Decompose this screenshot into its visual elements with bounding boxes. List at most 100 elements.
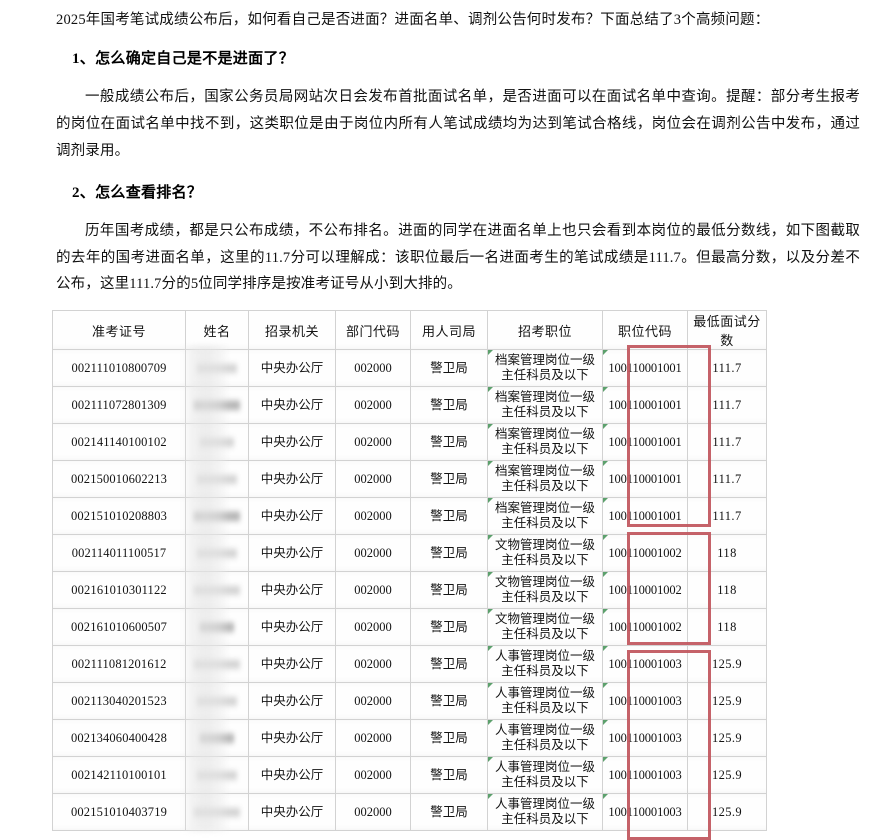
cell-exam-id: 002111010800709 bbox=[52, 350, 186, 388]
cell-exam-id: 002141140100102 bbox=[52, 424, 186, 462]
cell-error-triangle-icon bbox=[488, 794, 493, 800]
cell-dept-code: 002000 bbox=[336, 757, 411, 795]
cell-error-triangle-icon bbox=[488, 609, 493, 615]
cell-position: 档案管理岗位一级主任科员及以下 bbox=[488, 461, 603, 499]
cell-bureau: 警卫局 bbox=[411, 535, 488, 573]
cell-error-triangle-icon bbox=[488, 350, 493, 356]
cell-position-code: 100110001001 bbox=[603, 498, 688, 536]
cell-name-redacted bbox=[186, 535, 249, 573]
cell-min-score: 118 bbox=[688, 535, 767, 573]
cell-name-redacted bbox=[186, 646, 249, 684]
cell-error-triangle-icon bbox=[488, 757, 493, 763]
cell-name-redacted bbox=[186, 498, 249, 536]
table-row: 002114011100517 中央办公厅 002000 警卫局 文物管理岗位一级主任科… bbox=[52, 535, 767, 573]
cell-exam-id: 002151010208803 bbox=[52, 498, 186, 536]
cell-bureau: 警卫局 bbox=[411, 683, 488, 721]
cell-min-score: 111.7 bbox=[688, 461, 767, 499]
redaction-block bbox=[197, 767, 237, 783]
cell-min-score: 125.9 bbox=[688, 646, 767, 684]
cell-error-triangle-icon bbox=[603, 424, 608, 430]
cell-min-score: 111.7 bbox=[688, 498, 767, 536]
cell-error-triangle-icon bbox=[603, 461, 608, 467]
cell-min-score: 111.7 bbox=[688, 424, 767, 462]
cell-min-score: 111.7 bbox=[688, 350, 767, 388]
cell-dept-code: 002000 bbox=[336, 646, 411, 684]
table-row: 002151010208803 中央办公厅 002000 警卫局 档案管理岗位一级主任科… bbox=[52, 498, 767, 536]
article-body: 2025年国考笔试成绩公布后，如何看自己是否进面？进面名单、调剂公告何时发布？下… bbox=[0, 0, 886, 298]
cell-dept-code: 002000 bbox=[336, 461, 411, 499]
cell-error-triangle-icon bbox=[603, 498, 608, 504]
table-row: 002161010301122 中央办公厅 002000 警卫局 文物管理岗位一级主任科… bbox=[52, 572, 767, 610]
cell-org: 中央办公厅 bbox=[249, 646, 336, 684]
cell-name-redacted bbox=[186, 757, 249, 795]
cell-org: 中央办公厅 bbox=[249, 757, 336, 795]
cell-position-code: 100110001003 bbox=[603, 720, 688, 758]
cell-exam-id: 002134060400428 bbox=[52, 720, 186, 758]
cell-org: 中央办公厅 bbox=[249, 424, 336, 462]
cell-name-redacted bbox=[186, 387, 249, 425]
column-header-exam-id: 准考证号 bbox=[52, 310, 186, 351]
redaction-block bbox=[197, 360, 237, 376]
cell-bureau: 警卫局 bbox=[411, 498, 488, 536]
column-header-min-score: 最低面试分数 bbox=[688, 310, 767, 351]
redaction-block bbox=[194, 656, 240, 672]
cell-position: 档案管理岗位一级主任科员及以下 bbox=[488, 387, 603, 425]
heading-question-1: 1、怎么确定自己是不是进面了？ bbox=[72, 51, 295, 68]
interview-list-table: 准考证号 姓名 招录机关 部门代码 用人司局 招考职位 职位代码 最低面试分数 … bbox=[52, 310, 767, 832]
cell-dept-code: 002000 bbox=[336, 720, 411, 758]
cell-error-triangle-icon bbox=[488, 720, 493, 726]
cell-error-triangle-icon bbox=[603, 683, 608, 689]
cell-exam-id: 002111072801309 bbox=[52, 387, 186, 425]
cell-position-code: 100110001003 bbox=[603, 757, 688, 795]
cell-position-code: 100110001002 bbox=[603, 572, 688, 610]
cell-org: 中央办公厅 bbox=[249, 683, 336, 721]
table-row: 002134060400428 中央办公厅 002000 警卫局 人事管理岗位一级主任科… bbox=[52, 720, 767, 758]
redaction-block bbox=[197, 471, 237, 487]
cell-exam-id: 002150010602213 bbox=[52, 461, 186, 499]
redaction-block bbox=[194, 508, 240, 524]
table-row: 002113040201523 中央办公厅 002000 警卫局 人事管理岗位一级主任科… bbox=[52, 683, 767, 721]
column-header-org: 招录机关 bbox=[249, 310, 336, 351]
cell-dept-code: 002000 bbox=[336, 572, 411, 610]
cell-position-code: 100110001001 bbox=[603, 387, 688, 425]
redaction-block bbox=[200, 434, 234, 450]
cell-position-code: 100110001001 bbox=[603, 424, 688, 462]
cell-name-redacted bbox=[186, 683, 249, 721]
cell-bureau: 警卫局 bbox=[411, 387, 488, 425]
cell-org: 中央办公厅 bbox=[249, 572, 336, 610]
cell-position-code: 100110001001 bbox=[603, 461, 688, 499]
cell-org: 中央办公厅 bbox=[249, 461, 336, 499]
heading-question-2: 2、怎么查看排名？ bbox=[72, 184, 203, 201]
redaction-block bbox=[194, 804, 240, 820]
table-row: 002142110100101 中央办公厅 002000 警卫局 人事管理岗位一级主任科… bbox=[52, 757, 767, 795]
cell-min-score: 125.9 bbox=[688, 757, 767, 795]
cell-bureau: 警卫局 bbox=[411, 720, 488, 758]
cell-exam-id: 002114011100517 bbox=[52, 535, 186, 573]
column-header-bureau: 用人司局 bbox=[411, 310, 488, 351]
cell-exam-id: 002161010301122 bbox=[52, 572, 186, 610]
cell-bureau: 警卫局 bbox=[411, 757, 488, 795]
redaction-block bbox=[194, 397, 240, 413]
cell-error-triangle-icon bbox=[603, 387, 608, 393]
redaction-block bbox=[200, 619, 234, 635]
cell-exam-id: 002111081201612 bbox=[52, 646, 186, 684]
table-header-row: 准考证号 姓名 招录机关 部门代码 用人司局 招考职位 职位代码 最低面试分数 bbox=[52, 310, 767, 351]
redaction-block bbox=[200, 730, 234, 746]
cell-org: 中央办公厅 bbox=[249, 498, 336, 536]
cell-dept-code: 002000 bbox=[336, 387, 411, 425]
cell-exam-id: 002142110100101 bbox=[52, 757, 186, 795]
cell-bureau: 警卫局 bbox=[411, 350, 488, 388]
table-row: 002111010800709 中央办公厅 002000 警卫局 档案管理岗位一级主任科… bbox=[52, 350, 767, 388]
cell-dept-code: 002000 bbox=[336, 535, 411, 573]
redaction-block bbox=[197, 693, 237, 709]
cell-name-redacted bbox=[186, 572, 249, 610]
cell-position: 人事管理岗位一级主任科员及以下 bbox=[488, 646, 603, 684]
intro-paragraph: 2025年国考笔试成绩公布后，如何看自己是否进面？进面名单、调剂公告何时发布？下… bbox=[56, 12, 770, 28]
column-header-position-code: 职位代码 bbox=[603, 310, 688, 351]
column-header-name: 姓名 bbox=[186, 310, 249, 351]
cell-bureau: 警卫局 bbox=[411, 424, 488, 462]
cell-bureau: 警卫局 bbox=[411, 646, 488, 684]
cell-error-triangle-icon bbox=[603, 720, 608, 726]
cell-min-score: 118 bbox=[688, 609, 767, 647]
